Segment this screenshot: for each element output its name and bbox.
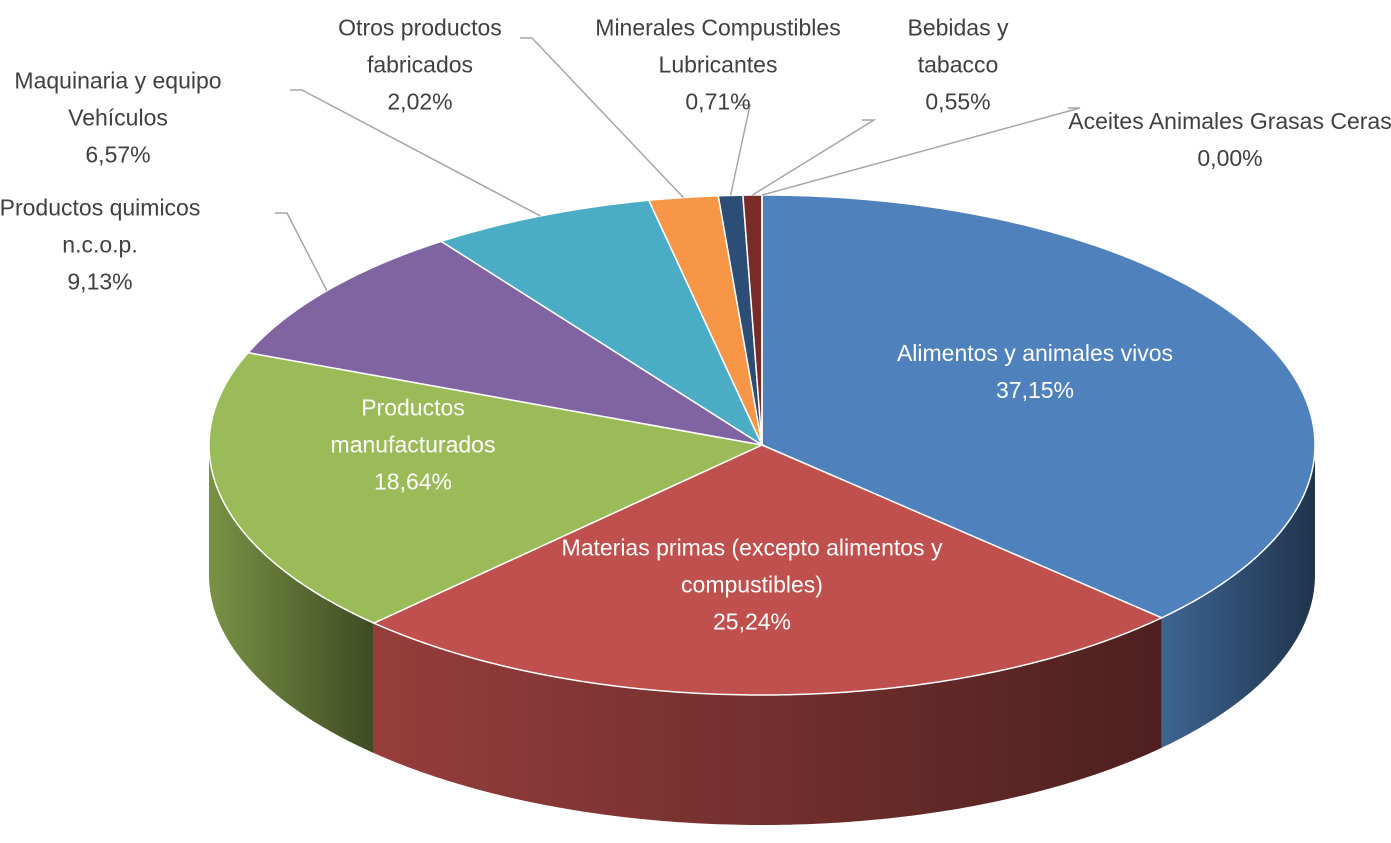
leader-line: [275, 212, 328, 292]
data-label: Otros productos fabricados 2,02%: [300, 10, 540, 121]
data-label: Alimentos y animales vivos 37,15%: [870, 335, 1200, 409]
category-name: Maquinaria y equipo Vehículos: [14, 67, 222, 131]
category-name: Alimentos y animales vivos: [896, 340, 1174, 366]
slice: [372, 444, 1164, 696]
slice: [717, 194, 763, 446]
value-label: 0,00%: [1197, 145, 1263, 171]
slice-side: [373, 617, 1162, 825]
category-name: Otros productos fabricados: [338, 14, 502, 78]
slice: [647, 195, 763, 446]
slice-side: [1161, 445, 1315, 748]
category-name: Minerales Compustibles Lubricantes: [595, 14, 841, 78]
data-label: Productos quimicos n.c.o.p. 9,13%: [0, 190, 235, 301]
slice-side: [209, 445, 374, 754]
category-name: Materias primas (excepto alimentos y com…: [561, 534, 943, 598]
slice: [439, 199, 764, 447]
value-label: 37,15%: [995, 377, 1074, 403]
slice: [246, 240, 763, 446]
data-label: Materias primas (excepto alimentos y com…: [552, 530, 952, 641]
value-label: 0,71%: [685, 88, 751, 115]
category-name: Productos quimicos n.c.o.p.: [0, 194, 201, 258]
value-label: 0,55%: [925, 88, 991, 115]
slice: [761, 194, 1316, 619]
leader-line: [290, 89, 541, 217]
leader-line: [520, 37, 684, 199]
value-label: 9,13%: [67, 268, 133, 295]
data-label: Maquinaria y equipo Vehículos 6,57%: [0, 63, 268, 174]
value-label: 6,57%: [85, 141, 151, 168]
leader-line: [729, 104, 751, 196]
leader-line: [752, 119, 877, 196]
category-name: Bebidas y tabacco: [907, 14, 1009, 78]
value-label: 18,64%: [373, 468, 452, 495]
data-label: Bebidas y tabacco 0,55%: [878, 10, 1038, 121]
value-label: 25,24%: [712, 608, 791, 635]
category-name: Productos manufacturados: [330, 394, 496, 458]
category-name: Aceites Animales Grasas Ceras: [1068, 108, 1391, 134]
value-label: 2,02%: [387, 88, 453, 115]
leader-line: [761, 107, 1081, 196]
data-label: Minerales Compustibles Lubricantes 0,71%: [563, 10, 873, 121]
data-label: Aceites Animales Grasas Ceras 0,00%: [1065, 103, 1391, 177]
data-label: Productos manufacturados 18,64%: [283, 390, 543, 501]
